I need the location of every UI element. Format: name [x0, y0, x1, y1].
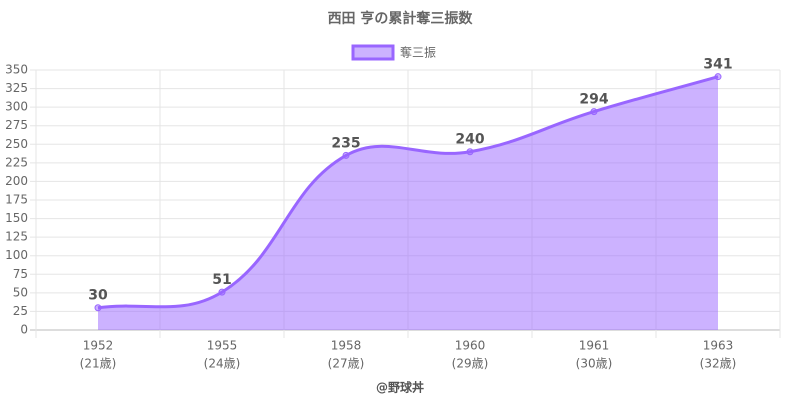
y-tick-label: 275: [5, 118, 28, 132]
y-tick-label: 50: [13, 285, 28, 299]
data-label: 240: [455, 132, 484, 148]
x-tick-label: 1961: [579, 339, 610, 353]
y-tick-label: 175: [5, 193, 28, 207]
y-tick-label: 250: [5, 137, 28, 151]
y-tick-label: 325: [5, 81, 28, 95]
y-tick-label: 150: [5, 211, 28, 225]
y-tick-label: 225: [5, 155, 28, 169]
line: [97, 75, 719, 310]
x-tick-sublabel: (24歳): [204, 357, 241, 371]
x-tick-sublabel: (32歳): [700, 357, 737, 371]
y-tick-label: 200: [5, 174, 28, 188]
chart-title: 西田 亨の累計奪三振数: [328, 10, 474, 27]
y-tick-label: 125: [5, 230, 28, 244]
data-label: 294: [579, 92, 608, 108]
x-tick-label: 1963: [703, 339, 734, 353]
y-tick-label: 300: [5, 100, 28, 114]
y-tick-label: 0: [20, 323, 28, 337]
y-tick-label: 25: [13, 304, 28, 318]
x-tick-sublabel: (30歳): [576, 357, 613, 371]
x-tick-label: 1952: [83, 339, 114, 353]
x-tick-label: 1960: [455, 339, 486, 353]
x-tick-sublabel: (29歳): [452, 357, 489, 371]
credit: @野球丼: [376, 380, 424, 395]
data-label: 341: [703, 57, 732, 73]
y-tick-label: 100: [5, 248, 28, 262]
y-tick-label: 350: [5, 63, 28, 77]
x-tick-label: 1958: [331, 339, 362, 353]
point: [466, 148, 474, 156]
data-label: 30: [88, 288, 108, 304]
data-label: 235: [331, 135, 360, 151]
legend-swatch: [351, 44, 395, 61]
data-label: 51: [212, 272, 231, 288]
y-tick-label: 75: [13, 267, 28, 281]
x-tick-sublabel: (21歳): [80, 357, 117, 371]
x-tick-label: 1955: [207, 339, 238, 353]
point: [218, 288, 226, 296]
point: [590, 108, 598, 116]
point: [94, 304, 102, 312]
legend-label: 奪三振: [400, 45, 436, 60]
point: [342, 151, 350, 159]
x-tick-sublabel: (27歳): [328, 357, 365, 371]
point: [714, 73, 722, 81]
